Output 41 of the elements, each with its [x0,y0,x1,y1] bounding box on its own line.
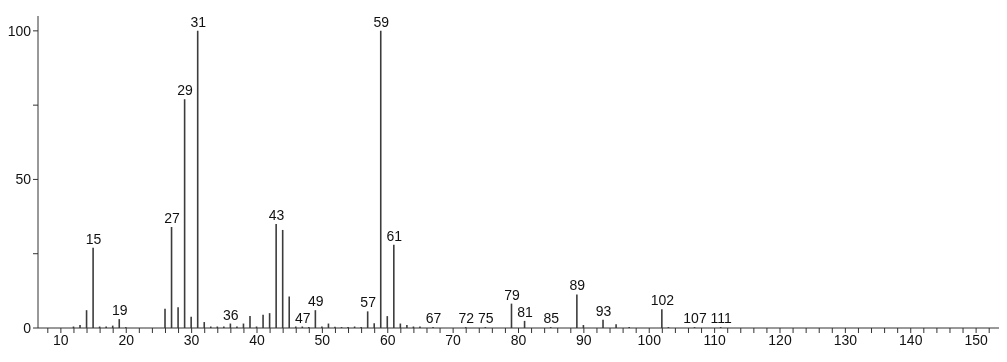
x-tick-label: 140 [899,331,923,348]
x-tick-label: 110 [703,331,726,348]
x-tick-label: 130 [833,331,858,348]
annotation: 102 [650,292,675,309]
annotation: 81 [517,303,534,320]
annotation: 15 [85,230,102,247]
x-tick-label: 30 [183,331,200,348]
y-tick-label: 0 [23,319,32,336]
annotation: 47 [294,309,311,326]
annotation: 19 [111,302,128,319]
annotation: 111 [710,310,733,327]
x-tick-label: 100 [637,331,662,348]
annotation: 85 [543,310,560,327]
annotation: 31 [190,13,207,30]
annotation: 36 [223,306,239,323]
annotation: 67 [425,310,442,327]
x-tick-label: 50 [314,331,331,348]
annotation: 75 [478,310,494,327]
annotation: 29 [177,82,194,99]
annotation: 93 [595,302,612,319]
annotation: 43 [268,207,285,223]
x-tick-label: 70 [445,331,462,348]
annotation: 107 [683,310,707,327]
annotation: 89 [569,277,586,294]
x-tick-label: 120 [768,331,792,348]
annotation: 61 [386,227,403,244]
annotation: 79 [504,286,520,303]
x-tick-label: 10 [53,331,69,348]
x-tick-label: 40 [249,331,265,348]
annotation: 57 [360,294,377,311]
y-tick-label: 50 [15,171,32,188]
annotation: 72 [458,310,475,327]
x-tick-label: 80 [510,331,527,348]
annotation: 27 [164,209,181,226]
x-tick-label: 150 [964,331,989,348]
y-tick-label: 100 [7,22,32,39]
x-tick-label: 90 [576,331,592,348]
annotation: 59 [373,13,390,30]
annotation: 49 [308,293,324,310]
x-tick-label: 20 [118,331,135,348]
x-tick-label: 60 [379,331,396,348]
